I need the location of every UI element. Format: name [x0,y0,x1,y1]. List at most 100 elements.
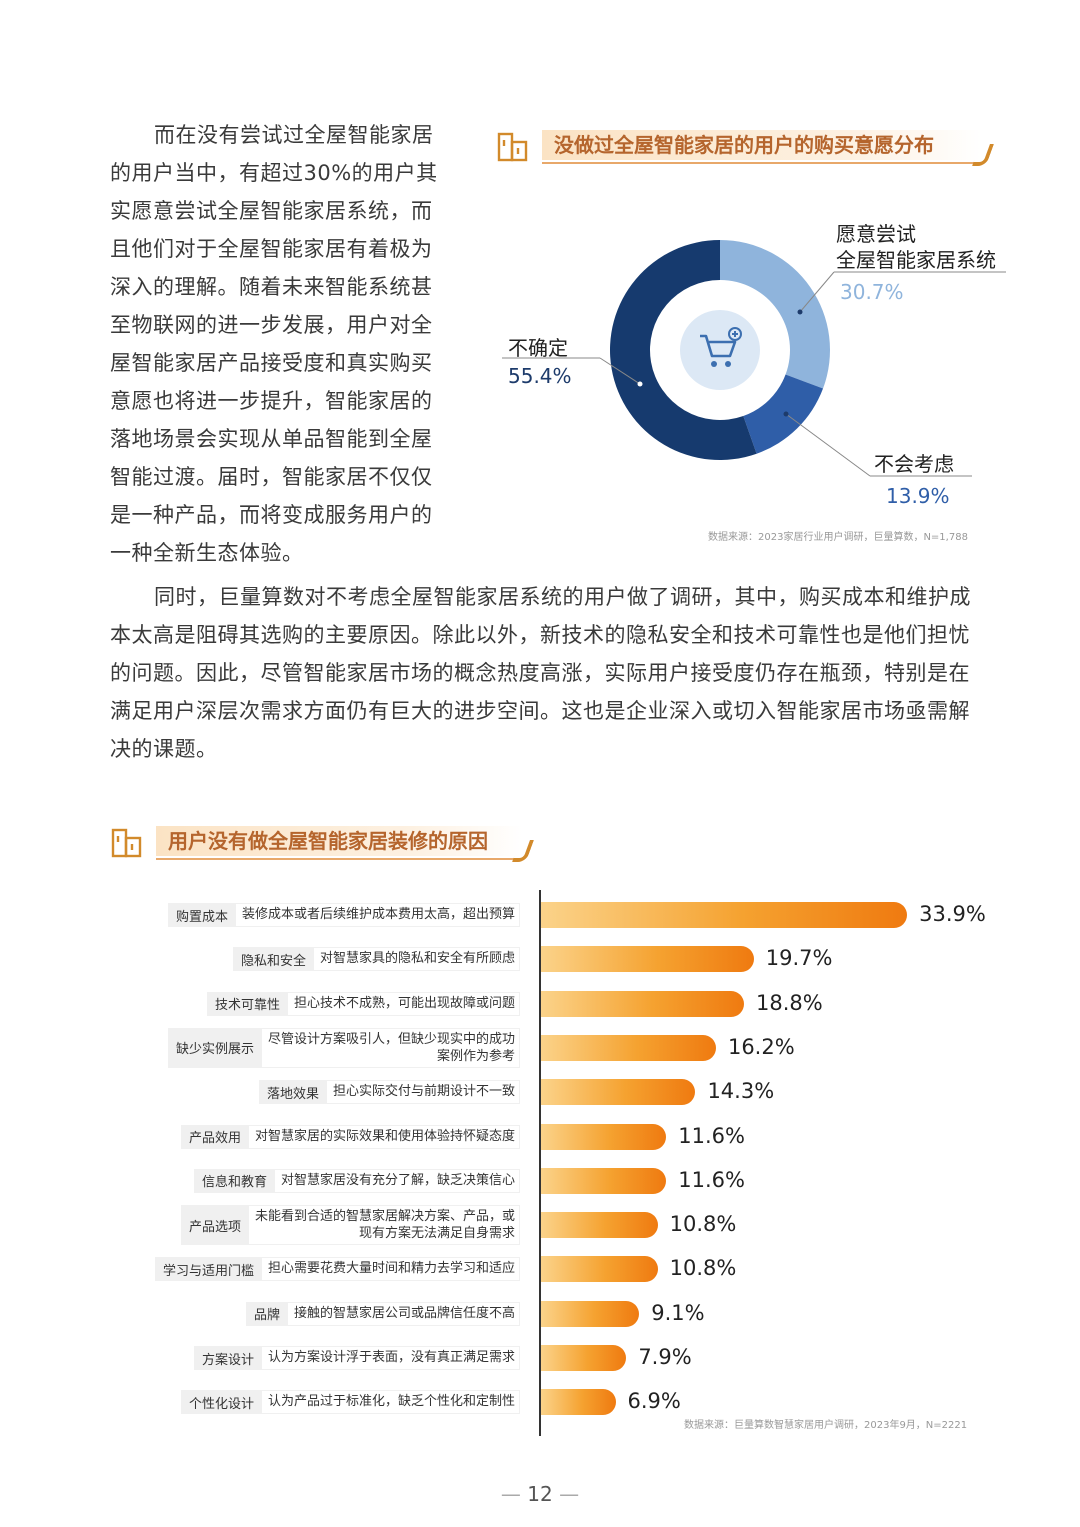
paragraph-line: 是一种产品，而将变成服务用户的 [110,503,433,527]
paragraph-line: 的问题。因此，尽管智能家居市场的概念热度高涨，实际用户接受度仍存在瓶颈，特别是在 [110,661,970,685]
paragraph-line: 一种全新生态体验。 [110,541,304,565]
pct-unsure: 55.4% [508,364,572,388]
paragraph-line: 且他们对于全屋智能家居有着极为 [110,237,433,261]
bar-row-label: 技术可靠性 担心技术不成熟，可能出现故障或问题 [206,991,520,1016]
bar-category: 产品选项 [188,1219,241,1235]
paragraph-line: 的用户当中，有超过30%的用户其 [110,161,438,185]
bar-description: 未能看到合适的智慧家居解决方案、产品，或 现有方案无法满足自身需求 [248,1206,519,1245]
donut-chart-header: 没做过全屋智能家居的用户的购买意愿分布 [496,126,1006,166]
bar-category: 方案设计 [201,1352,254,1368]
label-no: 不会考虑 [874,452,954,476]
bar-chart-title: 用户没有做全屋智能家居装修的原因 [168,829,488,853]
bar-value-label: 7.9% [638,1345,692,1369]
bar-description: 担心技术不成熟，可能出现故障或问题 [287,992,519,1015]
intro-paragraph: 而在没有尝试过全屋智能家居的用户当中，有超过30%的用户其 实愿意尝试全屋智能家居… [110,116,450,572]
donut-leader-lines [502,271,1006,477]
shopping-cart-icon [680,310,760,390]
label-willing-line1: 愿意尝试 [836,222,916,246]
bar-row-label: 学习与适用门槛 担心需要花费大量时间和精力去学习和适应 [154,1257,520,1282]
bar-row-label: 信息和教育 对智慧家居没有充分了解，缺乏决策信心 [193,1168,520,1193]
bar-category: 落地效果 [266,1086,319,1102]
donut-source: 数据来源：2023家居行业用户调研，巨量算数，N=1,788 [708,532,968,543]
bar-row-label: 落地效果 担心实际交付与前期设计不一致 [258,1080,520,1105]
bar-description: 担心实际交付与前期设计不一致 [326,1081,519,1104]
bar-description: 认为方案设计浮于表面，没有真正满足需求 [261,1347,519,1369]
paragraph-line: 实愿意尝试全屋智能家居系统，而 [110,199,433,223]
paragraph-line: 本太高是阻碍其选购的主要原因。除此以外，新技术的隐私安全和技术可靠性也是他们担忧 [110,623,970,647]
bar-value-label: 19.7% [765,946,833,971]
paragraph-line: 决的课题。 [110,737,218,761]
paragraph-line: 而在没有尝试过全屋智能家居 [154,123,434,147]
bar-description-line: 未能看到合适的智慧家居解决方案、产品，或 [254,1209,515,1225]
donut-chart-title: 没做过全屋智能家居的用户的购买意愿分布 [554,133,934,157]
bar [541,1167,667,1194]
bar-category: 购置成本 [175,909,228,925]
bar-row-label: 品牌 接触的智慧家居公司或品牌信任度不高 [245,1301,520,1326]
bar-description-line: 担心技术不成熟，可能出现故障或问题 [293,995,515,1011]
bar [541,902,908,928]
bar-category: 技术可靠性 [214,998,280,1014]
paragraph-line: 智能过渡。届时，智能家居不仅仅 [110,465,433,489]
bar-chart-axis [539,890,541,1436]
paragraph-line: 至物联网的进一步发展，用户对全 [110,313,433,337]
bar [541,1212,658,1239]
bar-category: 隐私和安全 [240,953,306,969]
bar-value-label: 18.8% [756,990,823,1015]
paragraph-line: 同时，巨量算数对不考虑全屋智能家居系统的用户做了调研，其中，购买成本和维护成 [154,585,971,609]
body-paragraph: 同时，巨量算数对不考虑全屋智能家居系统的用户做了调研，其中，购买成本和维护成本太… [110,578,990,768]
donut-chart [609,240,830,460]
bar-category: 产品效用 [188,1131,241,1146]
bar-row-label: 购置成本 装修成本或者后续维护成本费用太高，超出预算 [167,903,520,927]
bar-category: 学习与适用门槛 [162,1263,254,1279]
bar-description-line: 担心需要花费大量时间和精力去学习和适应 [267,1261,515,1277]
paragraph-line: 落地场景会实现从单品智能到全屋 [110,427,433,451]
bar-description-line: 认为产品过于标准化，缺乏个性化和定制性 [267,1394,515,1410]
donut-slice-no [743,374,824,454]
bar-description-line: 尽管设计方案吸引人，但缺少现实中的成功 [267,1031,515,1047]
bar-description: 担心需要花费大量时间和精力去学习和适应 [261,1258,519,1281]
bar-category: 信息和教育 [201,1175,267,1191]
bar-row-label: 产品选项 未能看到合适的智慧家居解决方案、产品，或 现有方案无法满足自身需求 [180,1205,520,1246]
bar-value-label: 6.9% [627,1389,681,1414]
bar-row-label: 个性化设计 认为产品过于标准化，缺乏个性化和定制性 [180,1390,520,1415]
bar-description: 接触的智慧家居公司或品牌信任度不高 [287,1302,519,1325]
bar-value-label: 9.1% [651,1300,705,1325]
bar-value-label: 11.6% [678,1123,745,1148]
bar-description-line: 接触的智慧家居公司或品牌信任度不高 [293,1305,515,1321]
paragraph-line: 满足用户深层次需求方面仍有巨大的进步空间。这也是企业深入或切入智能家居市场亟需解 [110,699,970,723]
bar-description-line: 现有方案无法满足自身需求 [358,1226,515,1242]
bar [541,990,745,1017]
bar-description-line: 担心实际交付与前期设计不一致 [332,1084,515,1100]
bar [541,1123,667,1150]
donut-slice-willing [720,240,830,389]
bar-row-label: 方案设计 认为方案设计浮于表面，没有真正满足需求 [193,1346,520,1370]
bar [541,1256,658,1283]
bar-value-label: 10.8% [669,1212,737,1237]
bar-category: 缺少实例展示 [175,1042,254,1058]
bar-description: 对智慧家居没有充分了解，缺乏决策信心 [274,1169,519,1192]
label-unsure: 不确定 [508,336,568,360]
paragraph-line: 意愿也将进一步提升，智能家居的 [110,389,433,413]
pct-no: 13.9% [886,484,950,508]
bar [541,1300,640,1327]
bar-category: 个性化设计 [188,1396,254,1412]
bar-description-line: 对智慧家具的隐私和安全有所顾虑 [319,951,515,967]
bar-description: 对智慧家具的隐私和安全有所顾虑 [313,948,519,971]
pct-willing: 30.7% [840,280,904,304]
building-icon [111,828,142,858]
bar-value-label: 14.3% [707,1079,775,1104]
bar-description-line: 案例作为参考 [436,1048,515,1064]
bar-description: 认为产品过于标准化，缺乏个性化和定制性 [261,1391,519,1414]
bar-row-label: 产品效用 对智慧家居的实际效果和使用体验持怀疑态度 [180,1124,520,1149]
bar-category: 品牌 [253,1308,280,1324]
bar [541,1389,616,1416]
bar-value-label: 33.9% [919,902,986,926]
bar [541,1034,716,1061]
bar [541,946,754,973]
bar-source: 数据来源：巨量算数智慧家居用户调研，2023年9月，N=2221 [684,1420,968,1431]
paragraph-line: 深入的理解。随着未来智能系统甚 [110,275,433,299]
donut-slice-unsure [609,240,757,460]
bar [541,1345,627,1371]
building-icon [497,132,528,162]
bar-description: 对智慧家居的实际效果和使用体验持怀疑态度 [248,1125,519,1148]
